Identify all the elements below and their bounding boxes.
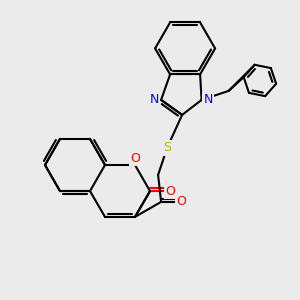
Text: N: N: [203, 93, 213, 106]
Text: S: S: [163, 141, 171, 154]
Text: O: O: [166, 184, 175, 198]
Text: O: O: [130, 152, 140, 165]
Text: N: N: [150, 93, 159, 106]
Text: O: O: [177, 195, 186, 208]
